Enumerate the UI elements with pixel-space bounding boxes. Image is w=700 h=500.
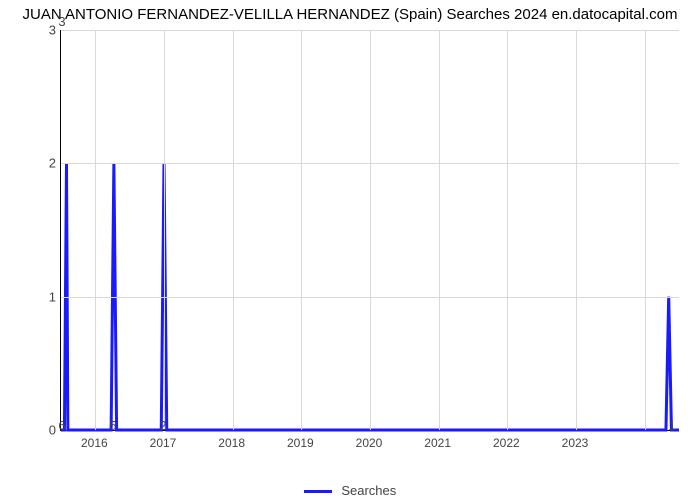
vgrid <box>507 30 508 430</box>
x-tick: 2021 <box>424 436 451 450</box>
vgrid <box>233 30 234 430</box>
corner-label: 1 <box>668 418 675 433</box>
plot-area <box>60 30 679 431</box>
chart-container: JUAN ANTONIO FERNANDEZ-VELILLA HERNANDEZ… <box>0 0 700 500</box>
vgrid <box>439 30 440 430</box>
y-tick: 1 <box>49 289 56 304</box>
legend-swatch <box>304 490 332 493</box>
x-tick: 2023 <box>562 436 589 450</box>
x-tick: 2016 <box>81 436 108 450</box>
vgrid <box>164 30 165 430</box>
chart-title: JUAN ANTONIO FERNANDEZ-VELILLA HERNANDEZ… <box>0 6 700 23</box>
x-tick: 2020 <box>356 436 383 450</box>
spike-label: 2 <box>159 418 166 433</box>
vgrid <box>301 30 302 430</box>
x-tick: 2018 <box>218 436 245 450</box>
corner-label: 3 <box>58 14 65 29</box>
y-tick: 2 <box>49 156 56 171</box>
y-tick: 3 <box>49 23 56 38</box>
legend: Searches <box>0 483 700 498</box>
vgrid <box>645 30 646 430</box>
x-tick: 2017 <box>150 436 177 450</box>
spike-label: 5 <box>109 418 116 433</box>
y-tick: 0 <box>49 423 56 438</box>
vgrid <box>576 30 577 430</box>
corner-label: 6 <box>58 418 65 433</box>
x-tick: 2019 <box>287 436 314 450</box>
vgrid <box>370 30 371 430</box>
vgrid <box>95 30 96 430</box>
x-tick: 2022 <box>493 436 520 450</box>
legend-label: Searches <box>341 483 396 498</box>
